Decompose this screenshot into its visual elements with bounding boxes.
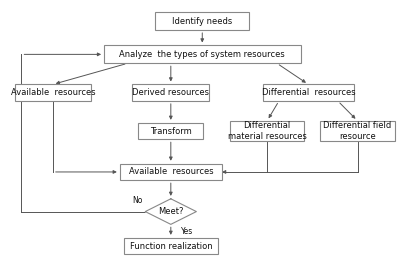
Text: Yes: Yes — [180, 227, 193, 236]
Text: Function realization: Function realization — [130, 242, 212, 251]
Text: Identify needs: Identify needs — [172, 17, 233, 26]
Text: No: No — [132, 196, 143, 205]
FancyBboxPatch shape — [124, 238, 218, 254]
FancyBboxPatch shape — [138, 123, 203, 139]
FancyBboxPatch shape — [132, 84, 209, 101]
Text: Analyze  the types of system resources: Analyze the types of system resources — [119, 50, 285, 59]
FancyBboxPatch shape — [263, 84, 354, 101]
FancyBboxPatch shape — [104, 45, 300, 63]
Text: Available  resources: Available resources — [128, 168, 213, 177]
Polygon shape — [145, 199, 196, 224]
Text: Differential  resources: Differential resources — [261, 88, 355, 97]
Text: Available  resources: Available resources — [10, 88, 95, 97]
Text: Transform: Transform — [150, 126, 192, 135]
Text: Meet?: Meet? — [158, 207, 184, 216]
FancyBboxPatch shape — [155, 12, 249, 30]
FancyBboxPatch shape — [230, 121, 304, 141]
FancyBboxPatch shape — [14, 84, 91, 101]
FancyBboxPatch shape — [120, 164, 222, 180]
Text: Differential
material resources: Differential material resources — [228, 121, 306, 141]
Text: Derived resources: Derived resources — [132, 88, 209, 97]
FancyBboxPatch shape — [320, 121, 395, 141]
Text: Differential field
resource: Differential field resource — [324, 121, 392, 141]
